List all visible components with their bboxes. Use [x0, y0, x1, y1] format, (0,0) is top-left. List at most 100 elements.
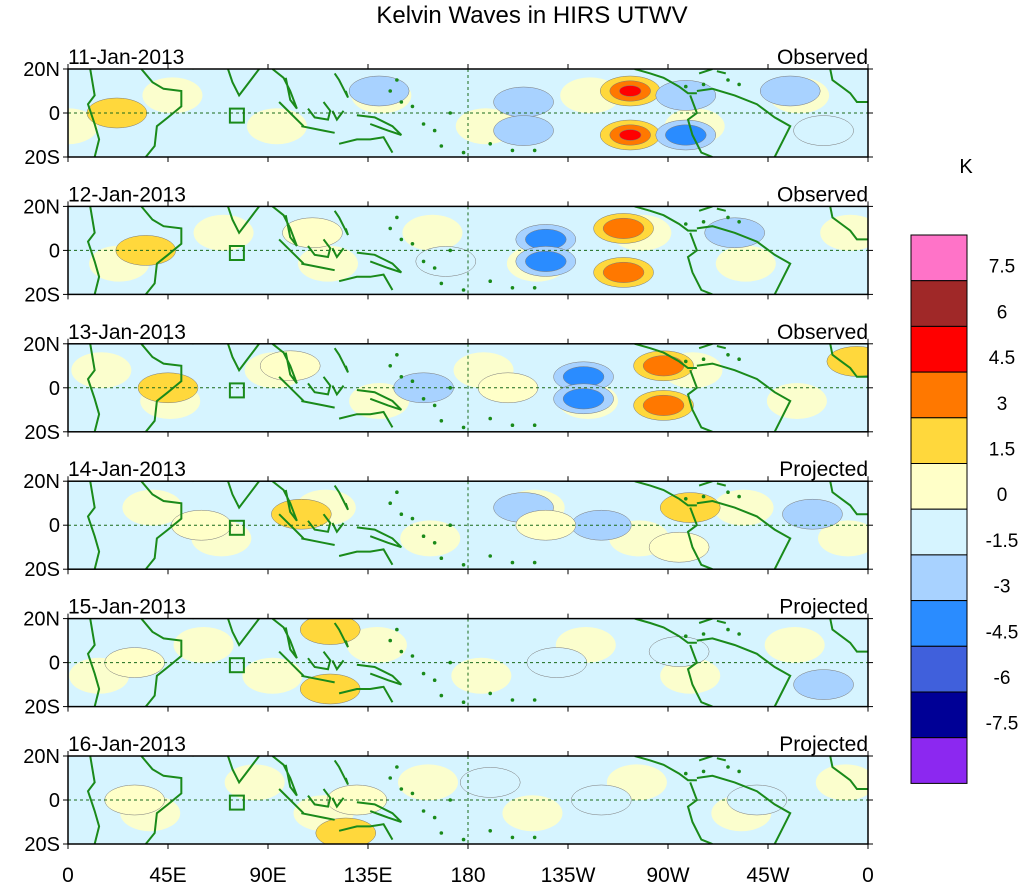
coastline — [331, 522, 345, 534]
anomaly-contour — [782, 498, 843, 530]
coastline — [227, 756, 260, 785]
island-marker — [421, 809, 426, 813]
panel-status: Observed — [777, 321, 868, 344]
coastline — [696, 637, 792, 707]
colorbar-swatch — [910, 417, 968, 464]
field-band — [224, 764, 285, 801]
coastline — [829, 618, 868, 653]
field-band — [815, 764, 868, 801]
island-marker — [410, 516, 415, 521]
coastline — [331, 797, 345, 809]
y-tick-label: 0 — [49, 240, 60, 262]
island-marker — [448, 523, 453, 527]
island-marker — [395, 353, 399, 357]
island-marker — [701, 632, 706, 636]
island-marker — [726, 215, 730, 220]
y-tick-label: 0 — [49, 103, 60, 125]
colorbar-swatch — [910, 554, 968, 602]
coastline — [333, 759, 349, 786]
colorbar-level-label: 7.5 — [989, 257, 1015, 278]
coastline — [192, 343, 195, 345]
panel-date: 12-Jan-2013 — [68, 183, 186, 206]
island-marker — [388, 776, 393, 780]
coastline — [686, 782, 713, 844]
y-tick-label: 20N — [23, 334, 60, 356]
panel-date: 13-Jan-2013 — [68, 321, 186, 344]
colorbar-level-label: -7.5 — [986, 714, 1019, 735]
anomaly-contour — [515, 509, 577, 541]
island-marker — [532, 286, 537, 290]
island-marker — [510, 148, 515, 153]
coastline — [686, 507, 713, 570]
coastline — [86, 618, 101, 707]
island-marker — [683, 84, 688, 89]
island-marker — [432, 266, 437, 270]
coastline — [307, 650, 332, 671]
island-marker — [683, 771, 688, 776]
island-marker — [737, 357, 741, 362]
colorbar-swatch — [910, 737, 968, 784]
island-marker — [421, 259, 426, 264]
colorbar-level-label: 4.5 — [989, 348, 1015, 369]
island-marker — [737, 220, 741, 224]
anomaly-contour — [726, 784, 788, 816]
colorbar-level-label: -1.5 — [986, 531, 1019, 552]
coastline — [271, 206, 298, 247]
coastline — [192, 618, 195, 620]
island-marker — [388, 364, 393, 368]
coastline — [301, 537, 335, 546]
colorbar-level-label: -3 — [994, 577, 1011, 598]
island-marker — [395, 765, 399, 769]
coastline — [278, 513, 305, 540]
coastline — [278, 376, 305, 402]
coastline — [716, 70, 727, 75]
field-band — [818, 520, 868, 557]
field-band — [71, 352, 132, 389]
lake-outline — [228, 382, 245, 399]
coastline — [356, 389, 403, 411]
panel-date: 14-Jan-2013 — [68, 458, 186, 481]
coastline — [271, 481, 298, 522]
panel-status: Observed — [777, 183, 868, 206]
island-marker — [388, 89, 393, 93]
coastline — [331, 110, 345, 122]
y-tick-label: 0 — [49, 790, 60, 812]
island-marker — [461, 150, 466, 155]
anomaly-contour — [655, 80, 717, 111]
colorbar-swatch — [910, 508, 968, 556]
panel-2: 20N 0 20S 12-Jan-2013 Observed — [23, 183, 873, 306]
island-marker — [532, 560, 537, 565]
coastline — [192, 481, 195, 483]
anomaly-contour — [299, 673, 361, 705]
x-tick-label: 0 — [862, 864, 874, 887]
anomaly-contour — [619, 85, 642, 97]
island-marker — [701, 769, 706, 774]
island-marker — [726, 765, 730, 769]
coastline — [192, 206, 195, 208]
island-marker — [439, 556, 444, 560]
anomaly-contour — [415, 246, 477, 277]
coastline — [829, 343, 868, 378]
coastline — [696, 362, 792, 432]
panel-status: Observed — [777, 46, 868, 69]
field-band — [242, 657, 303, 694]
colorbar-level-label: 0 — [997, 485, 1008, 506]
island-marker — [439, 831, 444, 835]
coastline — [829, 206, 868, 241]
coastline — [140, 756, 183, 844]
island-marker — [510, 423, 515, 428]
coastline — [331, 247, 345, 259]
island-marker — [532, 698, 537, 702]
y-tick-label: 0 — [49, 378, 60, 400]
x-tick-label: 90E — [249, 864, 286, 887]
coastline — [140, 481, 183, 570]
island-marker — [439, 693, 444, 698]
anomaly-contour — [562, 388, 605, 410]
anomaly-contour — [602, 261, 645, 283]
island-marker — [388, 638, 393, 643]
x-tick-label: 135W — [541, 864, 596, 887]
panel-field — [68, 481, 868, 570]
coastline — [686, 95, 713, 157]
island-marker — [510, 698, 515, 702]
